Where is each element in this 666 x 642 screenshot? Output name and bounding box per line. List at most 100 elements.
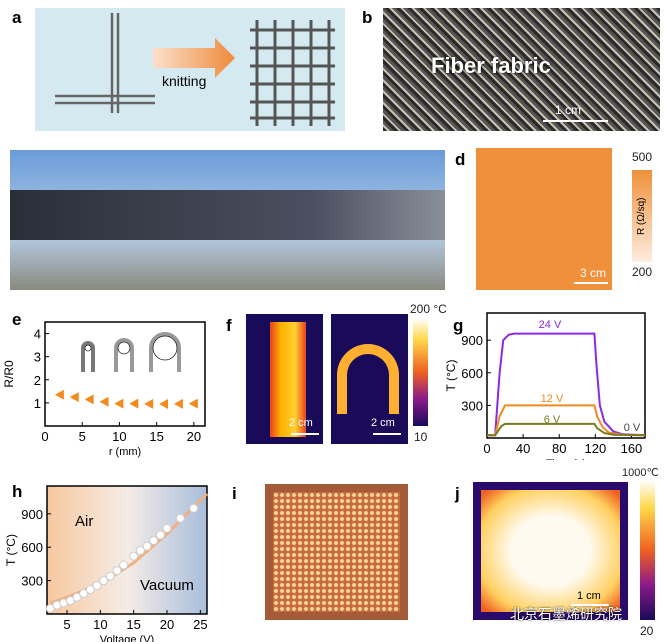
fiber-strands-illustration [55, 13, 335, 126]
data-point [99, 396, 109, 407]
data-point [99, 576, 109, 586]
fabric-strip [10, 190, 445, 240]
x-tick-label: 15 [149, 429, 163, 444]
data-point [69, 392, 79, 403]
data-point [72, 592, 82, 602]
x-tick-label: 10 [112, 429, 126, 444]
plot-frame [44, 321, 206, 427]
data-point [92, 581, 102, 591]
panel-label-d: d [455, 150, 466, 169]
series-label: 12 V [541, 393, 564, 405]
data-point [188, 398, 198, 409]
y-axis-label: T (°C) [444, 360, 458, 392]
x-tick-label: 15 [126, 617, 140, 632]
x-tick-label: 20 [160, 617, 174, 632]
bending-radius-icon [117, 341, 131, 355]
panel-label-i: i [232, 484, 237, 503]
data-point [119, 560, 129, 570]
colorbar-max: 200 °C [410, 302, 447, 316]
x-axis-label: Voltage (V) [100, 634, 154, 642]
data-point [84, 394, 94, 405]
x-tick-label: 0 [41, 429, 48, 444]
data-point [85, 585, 95, 595]
data-point [144, 398, 154, 409]
y-tick-label: 900 [21, 507, 43, 522]
panel-label-j: j [455, 484, 460, 503]
data-point [105, 571, 115, 581]
colorbar-label: R (Ω/sq) [636, 197, 647, 235]
colorbar-min: 10 [414, 430, 428, 444]
series-label: 24 V [539, 319, 562, 331]
data-point [129, 398, 139, 409]
data-point [114, 398, 124, 409]
air-vacuum-background [47, 486, 207, 614]
colorbar-max: 1000℃ [622, 467, 659, 479]
y-tick-label: 600 [21, 540, 43, 555]
data-point [175, 513, 185, 523]
colorbar [640, 480, 655, 620]
x-tick-label: 80 [552, 441, 566, 456]
y-tick-label: 2 [34, 373, 41, 388]
y-axis-label: R/R0 [2, 360, 16, 388]
scale-bar-label: 3 cm [580, 266, 607, 280]
bending-radius-icon [152, 335, 178, 361]
y-tick-label: 3 [34, 350, 41, 365]
x-tick-label: 40 [516, 441, 530, 456]
data-point [189, 503, 199, 513]
knitting-label: knitting [162, 73, 207, 89]
colorbar-min: 200 [632, 265, 653, 279]
y-tick-label: 300 [21, 574, 43, 589]
scale-bar [543, 120, 608, 122]
scale-bar-label: 1 cm [577, 590, 601, 602]
x-axis-label: Time (s) [546, 458, 586, 460]
y-tick-label: 900 [461, 333, 483, 348]
thermal-image-array: 1 cm [473, 482, 628, 620]
y-tick-label: 300 [461, 398, 483, 413]
bending-schematic [114, 338, 134, 372]
colorbar-min: 20 [640, 624, 654, 638]
scale-bar-label: 1 cm [555, 103, 582, 117]
plot-frame [486, 312, 646, 439]
resistance-map: 3 cm [476, 148, 612, 290]
scale-bar [373, 433, 401, 435]
y-tick-label: 600 [461, 366, 483, 381]
x-tick-label: 5 [63, 617, 70, 632]
scale-bar [291, 433, 319, 435]
knitting-schematic: knitting [35, 8, 345, 131]
panel-label-f: f [226, 316, 232, 335]
bending-radius-icon [84, 344, 92, 352]
panel-label-h: h [12, 482, 23, 501]
data-point [142, 541, 152, 551]
scale-bar [574, 282, 608, 284]
x-tick-label: 10 [93, 617, 107, 632]
x-tick-label: 120 [584, 441, 606, 456]
chart-h: 5 10 15 20 25 300 600 900 Voltage (V) T (°C) Air Va… [4, 485, 209, 642]
y-tick-label: 1 [34, 396, 41, 411]
scale-bar-label: 2 cm [371, 417, 395, 429]
fiber-fabric-photo: Fiber fabric 1 cm [383, 8, 660, 131]
data-point [135, 546, 145, 556]
data-point [155, 530, 165, 540]
data-point [129, 551, 139, 561]
thermal-image-flat: 2 cm [246, 314, 323, 444]
series-line [487, 422, 646, 437]
x-tick-label: 20 [187, 429, 201, 444]
annotation-air: Air [75, 513, 93, 530]
data-point [112, 566, 122, 576]
series-label: 6 V [544, 414, 561, 426]
panel-label-a: a [12, 8, 22, 27]
data-point [79, 588, 89, 598]
panel-label-b: b [362, 8, 373, 27]
chart-e: 0 5 10 15 20 1 2 3 4 r (mm) R/R0 [2, 321, 206, 458]
panel-label-e: e [12, 310, 22, 329]
series-label: 0 V [624, 422, 641, 434]
x-tick-label: 5 [79, 429, 86, 444]
series-line [487, 332, 646, 437]
x-tick-label: 160 [621, 441, 643, 456]
thermal-image-bent: 2 cm [331, 314, 408, 444]
data-point [149, 536, 159, 546]
annotation-vacuum: Vacuum [140, 577, 194, 594]
watermark: 北京石墨烯研究院 [510, 606, 622, 622]
heater-array-photo [265, 484, 408, 620]
x-tick-label: 25 [193, 617, 207, 632]
